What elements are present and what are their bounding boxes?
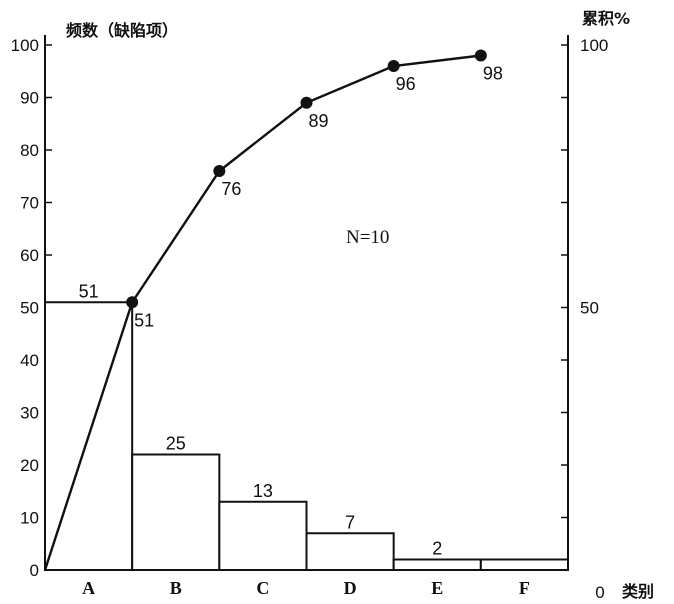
bar-value-label: 25 (166, 434, 186, 454)
cumulative-value-label: 89 (308, 111, 328, 131)
y-left-tick-label: 80 (20, 141, 39, 160)
cumulative-point (213, 165, 226, 177)
category-label: E (431, 578, 443, 598)
category-label: A (82, 578, 95, 598)
cumulative-point (474, 49, 487, 62)
bar-e (392, 558, 482, 571)
y-left-tick-label: 0 (30, 561, 39, 580)
bar-c (218, 500, 308, 571)
category-label: B (170, 578, 182, 598)
y-left-tick-label: 50 (20, 299, 39, 318)
x-origin-label: 0 (595, 583, 604, 602)
y-right-axis-label: 累积% (582, 9, 630, 28)
y-left-tick-label: 60 (20, 246, 39, 265)
bar-f (479, 558, 570, 571)
bar-value-label: 51 (79, 281, 99, 301)
cumulative-line (43, 54, 481, 571)
y-left-tick-label: 10 (20, 509, 39, 528)
cumulative-value-label: 51 (134, 310, 154, 330)
y-left-tick-label: 20 (20, 456, 39, 475)
cumulative-point (126, 296, 139, 309)
y-left-tick-label: 100 (11, 36, 39, 55)
cumulative-point (300, 96, 313, 109)
y-right-tick-label: 100 (580, 36, 608, 55)
bar-value-label: 7 (345, 512, 355, 532)
y-left-axis-label: 频数（缺陷项） (66, 21, 178, 40)
y-left-tick-label: 40 (20, 351, 39, 370)
y-left-tick-label: 70 (20, 194, 39, 213)
y-left-tick-label: 90 (20, 89, 39, 108)
cumulative-value-label: 98 (483, 64, 503, 84)
y-left-tick-label: 30 (20, 404, 39, 423)
cumulative-point (387, 60, 400, 72)
sample-size-note: N=10 (346, 227, 389, 248)
category-label: F (519, 578, 530, 598)
category-label: D (344, 578, 357, 598)
bar-d (305, 532, 395, 571)
bar-value-label: 2 (432, 539, 442, 559)
bar-b (131, 453, 221, 571)
bar-value-label: 13 (253, 481, 273, 501)
x-axis-label: 类别 (622, 582, 654, 601)
cumulative-value-label: 76 (221, 179, 241, 199)
y-right-tick-label: 50 (580, 299, 599, 318)
category-label: C (256, 578, 269, 598)
cumulative-value-label: 96 (396, 74, 416, 94)
